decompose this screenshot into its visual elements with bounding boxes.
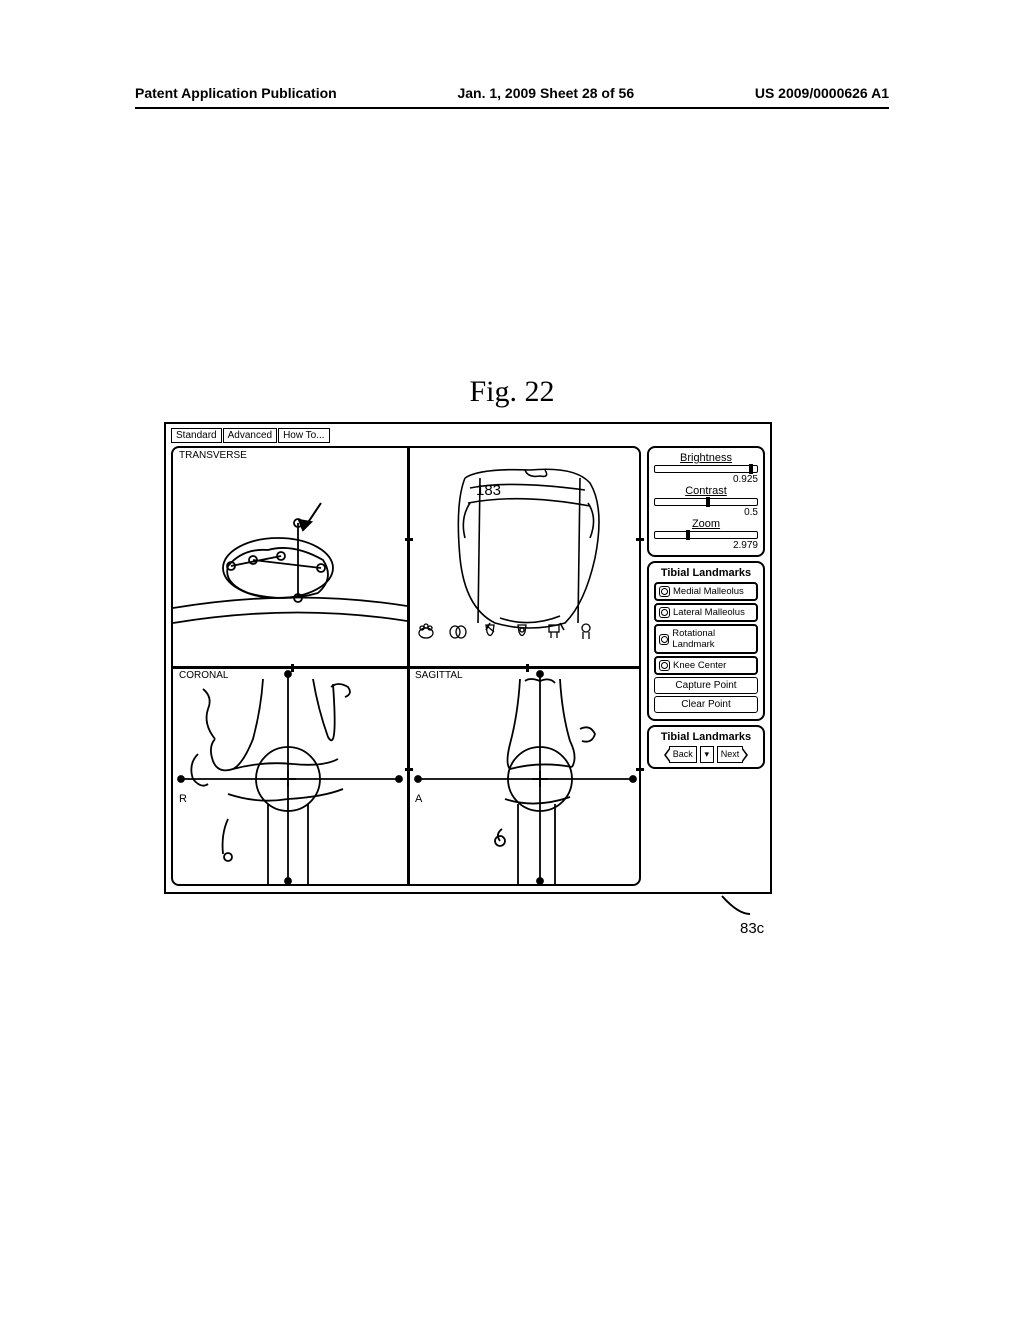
landmark-rotational[interactable]: Rotational Landmark	[654, 624, 758, 654]
brightness-label: Brightness	[654, 452, 758, 464]
landmark-lateral-malleolus[interactable]: Lateral Malleolus	[654, 603, 758, 622]
tab-advanced[interactable]: Advanced	[223, 428, 277, 443]
sliders-panel: Brightness 0.925 Contrast 0.5 Zoom 2.979	[647, 446, 765, 557]
lm-label: Rotational Landmark	[672, 628, 753, 650]
next-button[interactable]: Next	[717, 746, 744, 763]
contrast-value: 0.5	[654, 507, 758, 518]
tab-standard[interactable]: Standard	[171, 428, 222, 443]
brightness-slider[interactable]	[654, 465, 758, 473]
lm-label: Lateral Malleolus	[673, 607, 745, 618]
tool-icon-3[interactable]	[480, 622, 500, 640]
transverse-view[interactable]	[173, 448, 407, 666]
capture-point-button[interactable]: Capture Point	[654, 677, 758, 694]
tab-howto[interactable]: How To...	[278, 428, 330, 443]
zoom-label: Zoom	[654, 518, 758, 530]
landmarks-panel: Tibial Landmarks Medial Malleolus Latera…	[647, 561, 765, 721]
tool-icon-4[interactable]	[512, 622, 532, 640]
quad-view: TRANSVERSE CORONAL SAGITTAL R A	[171, 446, 641, 886]
tab-bar: Standard Advanced How To...	[171, 428, 330, 443]
app-window: Standard Advanced How To... TRANSVERSE C…	[164, 422, 772, 894]
landmark-knee-center[interactable]: Knee Center	[654, 656, 758, 675]
callout-83c: 83c	[740, 920, 764, 937]
landmarks-title: Tibial Landmarks	[654, 567, 758, 579]
tool-icon-6[interactable]	[576, 622, 596, 640]
view-tool-row	[416, 622, 596, 640]
landmark-medial-malleolus[interactable]: Medial Malleolus	[654, 582, 758, 601]
header-right: US 2009/0000626 A1	[755, 85, 889, 101]
zoom-slider[interactable]	[654, 531, 758, 539]
page-header: Patent Application Publication Jan. 1, 2…	[135, 85, 889, 109]
circle-icon	[659, 634, 669, 645]
circle-icon	[659, 607, 670, 618]
brightness-value: 0.925	[654, 474, 758, 485]
dropdown-button[interactable]: ▾	[700, 746, 714, 763]
back-button[interactable]: Back	[669, 746, 697, 763]
tool-icon-2[interactable]	[448, 622, 468, 640]
contrast-label: Contrast	[654, 485, 758, 497]
figure-title: Fig. 22	[0, 375, 1024, 409]
clear-point-button[interactable]: Clear Point	[654, 696, 758, 713]
controls-sidebar: Brightness 0.925 Contrast 0.5 Zoom 2.979…	[647, 446, 765, 769]
lm-label: Medial Malleolus	[673, 586, 744, 597]
nav-panel: Tibial Landmarks Back ▾ Next	[647, 725, 765, 769]
tool-icon-1[interactable]	[416, 622, 436, 640]
circle-icon	[659, 586, 670, 597]
callout-183: 183	[476, 482, 501, 499]
header-center: Jan. 1, 2009 Sheet 28 of 56	[457, 85, 634, 101]
coronal-view[interactable]	[173, 669, 407, 886]
zoom-value: 2.979	[654, 540, 758, 551]
nav-title: Tibial Landmarks	[654, 731, 758, 743]
contrast-slider[interactable]	[654, 498, 758, 506]
header-left: Patent Application Publication	[135, 85, 337, 101]
lm-label: Knee Center	[673, 660, 726, 671]
circle-icon	[659, 660, 670, 671]
tool-icon-5[interactable]	[544, 622, 564, 640]
sagittal-view[interactable]	[410, 669, 641, 886]
